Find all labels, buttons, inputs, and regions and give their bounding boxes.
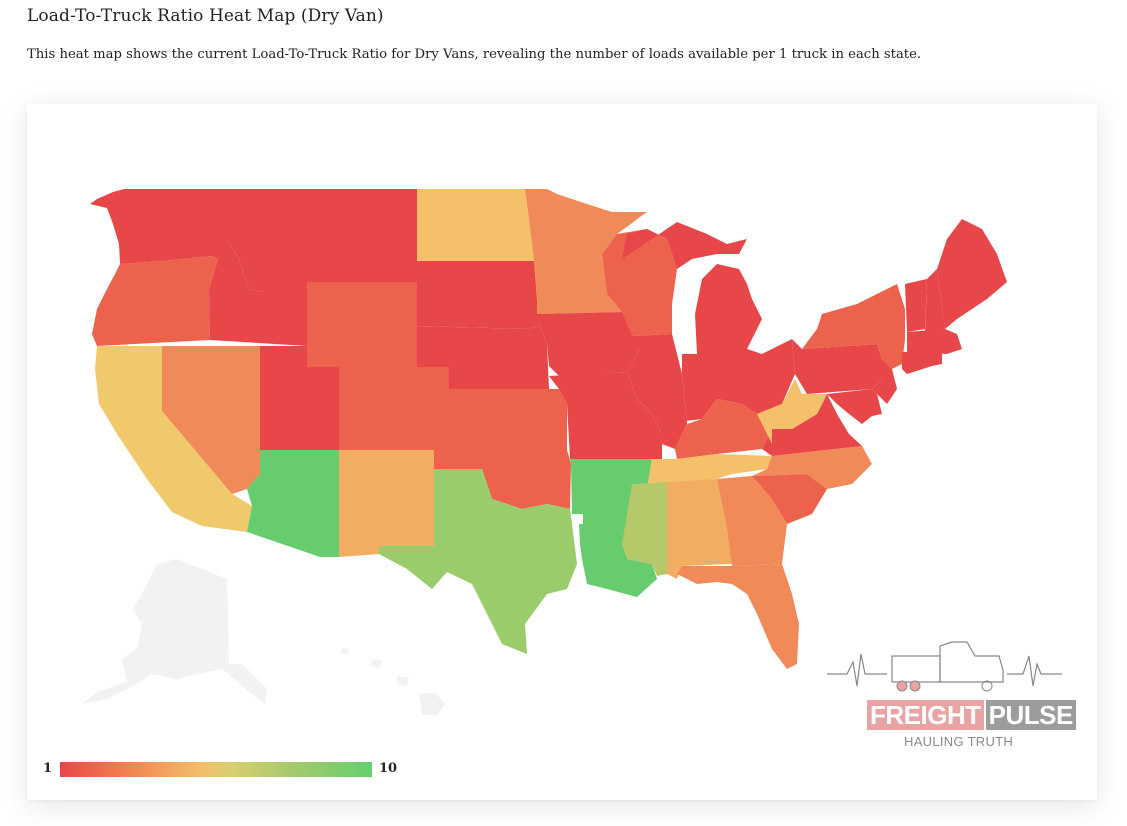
state-wy[interactable] (307, 282, 417, 367)
state-hi-2[interactable] (397, 676, 409, 686)
watermark-brand: FREIGHT PULSE (867, 700, 1076, 731)
watermark-brand-part2: PULSE (985, 700, 1076, 730)
state-me[interactable] (937, 219, 1007, 329)
state-sd[interactable] (417, 261, 540, 329)
state-hi-1[interactable] (419, 692, 445, 716)
state-fl[interactable] (677, 564, 799, 669)
page-title: Load-To-Truck Ratio Heat Map (Dry Van) (27, 6, 384, 26)
state-vt[interactable] (905, 279, 927, 332)
state-ne[interactable] (417, 326, 549, 389)
state-la[interactable] (579, 524, 657, 597)
heat-map-card: FREIGHT PULSE HAULING TRUTH 1 10 (27, 104, 1097, 800)
state-ia[interactable] (537, 312, 639, 376)
state-de[interactable] (872, 389, 882, 416)
state-wa[interactable] (90, 189, 212, 264)
state-mn[interactable] (525, 189, 647, 314)
state-ks[interactable] (449, 389, 567, 450)
state-nj[interactable] (872, 359, 897, 404)
us-state-map (82, 189, 1007, 716)
state-ak[interactable] (82, 559, 267, 704)
state-mt[interactable] (227, 189, 417, 292)
state-id[interactable] (209, 189, 307, 346)
state-ca[interactable] (95, 346, 252, 532)
state-co[interactable] (339, 367, 449, 450)
legend-max-label: 10 (379, 761, 398, 776)
states-layer (82, 189, 1007, 716)
watermark-tagline: HAULING TRUTH (904, 734, 1014, 749)
state-hi-3[interactable] (371, 659, 382, 668)
state-oh[interactable] (717, 339, 795, 414)
state-tn[interactable] (647, 454, 772, 489)
state-wv[interactable] (757, 379, 827, 444)
watermark-brand-part1: FREIGHT (867, 700, 984, 730)
state-ny[interactable] (802, 284, 905, 369)
state-mo[interactable] (549, 372, 662, 459)
state-ky[interactable] (675, 399, 772, 459)
state-nc[interactable] (752, 446, 872, 489)
state-nh[interactable] (925, 269, 945, 332)
state-wi[interactable] (602, 229, 677, 336)
state-pa[interactable] (792, 339, 882, 394)
state-or[interactable] (92, 256, 218, 346)
state-ma[interactable] (907, 329, 962, 354)
state-nd[interactable] (417, 189, 534, 261)
truck-heartbeat-icon (827, 641, 1062, 692)
state-ok[interactable] (434, 450, 571, 509)
state-ri[interactable] (932, 352, 942, 366)
state-tx[interactable] (379, 469, 577, 654)
state-nv[interactable] (162, 346, 260, 494)
state-va[interactable] (762, 394, 862, 456)
page-description: This heat map shows the current Load-To-… (27, 47, 922, 62)
state-ut[interactable] (260, 346, 339, 450)
state-al[interactable] (667, 479, 732, 579)
state-mi-lower[interactable] (695, 264, 762, 354)
state-mi[interactable] (622, 222, 747, 269)
state-in[interactable] (677, 354, 717, 424)
state-il[interactable] (627, 334, 687, 449)
state-ga[interactable] (717, 476, 787, 566)
state-ms[interactable] (622, 482, 667, 576)
state-az[interactable] (247, 450, 339, 557)
state-md[interactable] (827, 389, 872, 424)
legend-min-label: 1 (43, 761, 53, 776)
state-ct[interactable] (902, 352, 932, 374)
state-sc[interactable] (752, 474, 827, 524)
freight-pulse-watermark: FREIGHT PULSE HAULING TRUTH (827, 634, 1076, 754)
legend-color-scale (60, 762, 372, 777)
state-hi-4[interactable] (341, 648, 349, 654)
state-nm[interactable] (339, 450, 434, 557)
